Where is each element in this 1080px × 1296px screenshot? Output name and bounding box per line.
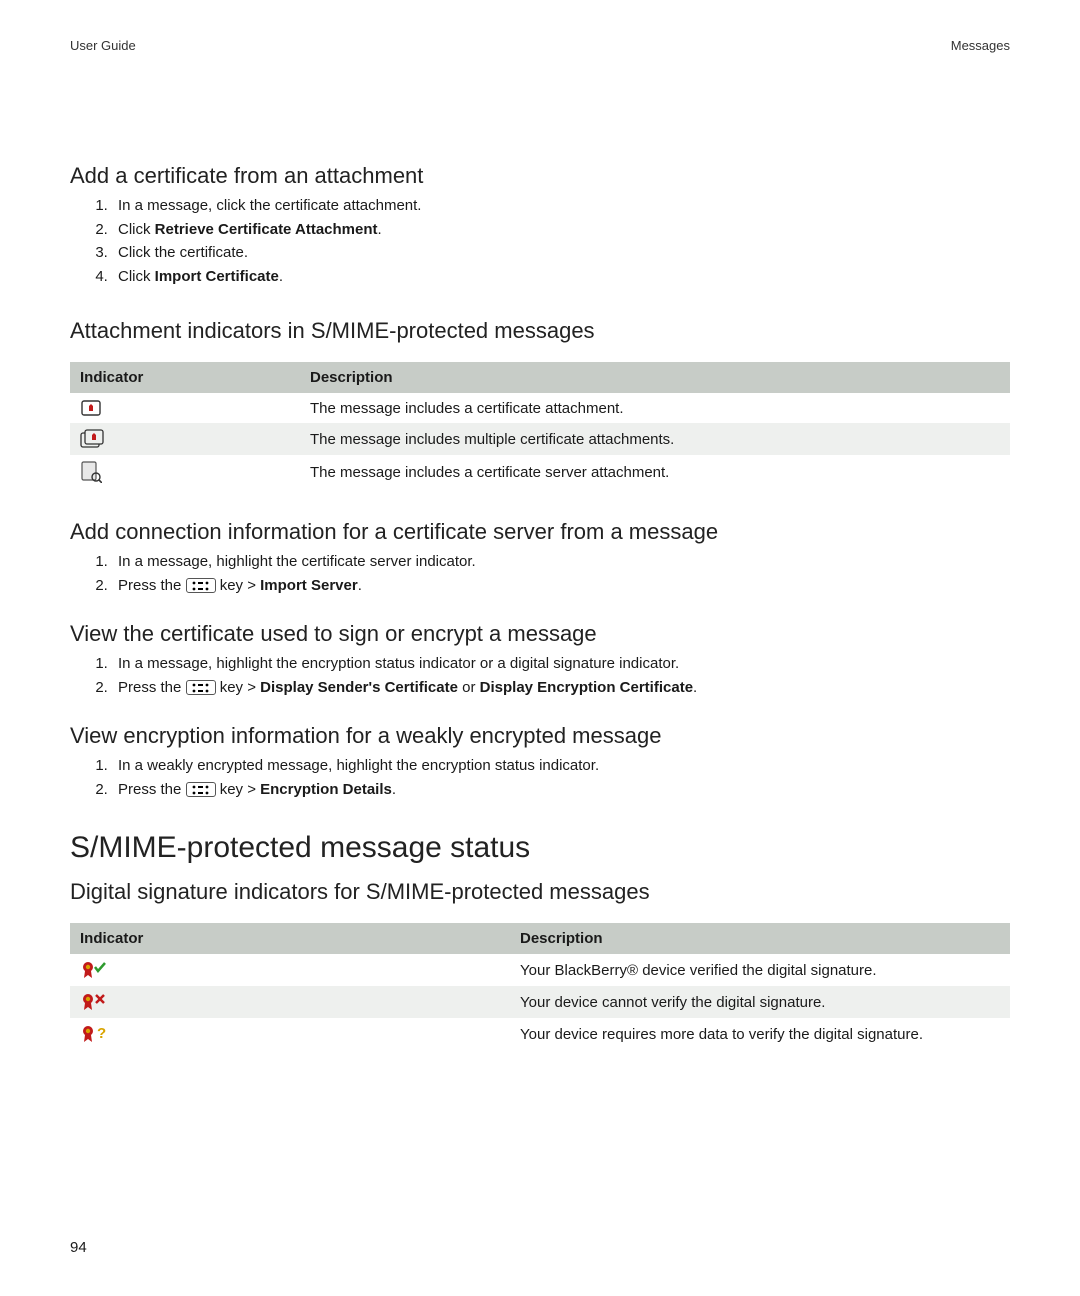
table-row: The message includes a certificate serve… — [70, 455, 1010, 489]
col-indicator: Indicator — [70, 362, 300, 393]
svg-text:?: ? — [97, 1025, 106, 1042]
steps-add-cert-attachment: In a message, click the certificate atta… — [70, 195, 1010, 288]
heading-smime-status: S/MIME-protected message status — [70, 831, 1010, 865]
steps-add-connection-info: In a message, highlight the certificate … — [70, 551, 1010, 597]
heading-view-weak-encryption: View encryption information for a weakly… — [70, 723, 1010, 749]
step: Click Import Certificate. — [112, 266, 1010, 289]
table-row: Your device cannot verify the digital si… — [70, 986, 1010, 1018]
cell: Your device requires more data to verify… — [510, 1018, 1010, 1050]
table-row: The message includes a certificate attac… — [70, 393, 1010, 423]
heading-add-connection-info: Add connection information for a certifi… — [70, 519, 1010, 545]
table-row: The message includes multiple certificat… — [70, 423, 1010, 455]
step: Click the certificate. — [112, 242, 1010, 265]
step: In a weakly encrypted message, highlight… — [112, 755, 1010, 778]
heading-digital-signature-indicators: Digital signature indicators for S/MIME-… — [70, 879, 1010, 905]
page: User Guide Messages Add a certificate fr… — [0, 0, 1080, 1296]
step: In a message, click the certificate atta… — [112, 195, 1010, 218]
heading-attachment-indicators: Attachment indicators in S/MIME-protecte… — [70, 318, 1010, 344]
heading-add-cert-attachment: Add a certificate from an attachment — [70, 163, 1010, 189]
table-row: ? Your device requires more data to veri… — [70, 1018, 1010, 1050]
page-header: User Guide Messages — [70, 38, 1010, 53]
signature-unverified-icon — [70, 986, 510, 1018]
multiple-certificate-attachments-icon — [70, 423, 300, 455]
table-header-row: Indicator Description — [70, 362, 1010, 393]
col-description: Description — [300, 362, 1010, 393]
step: Press the key > Encryption Details. — [112, 779, 1010, 802]
cell: The message includes a certificate attac… — [300, 393, 1010, 423]
step: Press the key > Display Sender's Certifi… — [112, 677, 1010, 700]
table-attachment-indicators: Indicator Description The message includ… — [70, 362, 1010, 489]
cell: Your device cannot verify the digital si… — [510, 986, 1010, 1018]
table-signature-indicators: Indicator Description Your BlackBerry® d… — [70, 923, 1010, 1050]
menu-key-icon — [186, 578, 216, 593]
step: In a message, highlight the encryption s… — [112, 653, 1010, 676]
header-left: User Guide — [70, 38, 136, 53]
menu-key-icon — [186, 680, 216, 695]
steps-view-certificate: In a message, highlight the encryption s… — [70, 653, 1010, 699]
col-indicator: Indicator — [70, 923, 510, 954]
certificate-server-attachment-icon — [70, 455, 300, 489]
cell: Your BlackBerry® device verified the dig… — [510, 954, 1010, 986]
header-right: Messages — [951, 38, 1010, 53]
step: Press the key > Import Server. — [112, 575, 1010, 598]
signature-verified-icon — [70, 954, 510, 986]
page-number: 94 — [70, 1239, 87, 1256]
certificate-attachment-icon — [70, 393, 300, 423]
col-description: Description — [510, 923, 1010, 954]
cell: The message includes a certificate serve… — [300, 455, 1010, 489]
signature-needs-data-icon: ? — [70, 1018, 510, 1050]
cell: The message includes multiple certificat… — [300, 423, 1010, 455]
step: Click Retrieve Certificate Attachment. — [112, 219, 1010, 242]
menu-key-icon — [186, 782, 216, 797]
table-row: Your BlackBerry® device verified the dig… — [70, 954, 1010, 986]
table-header-row: Indicator Description — [70, 923, 1010, 954]
step: In a message, highlight the certificate … — [112, 551, 1010, 574]
heading-view-certificate: View the certificate used to sign or enc… — [70, 621, 1010, 647]
steps-view-weak-encryption: In a weakly encrypted message, highlight… — [70, 755, 1010, 801]
